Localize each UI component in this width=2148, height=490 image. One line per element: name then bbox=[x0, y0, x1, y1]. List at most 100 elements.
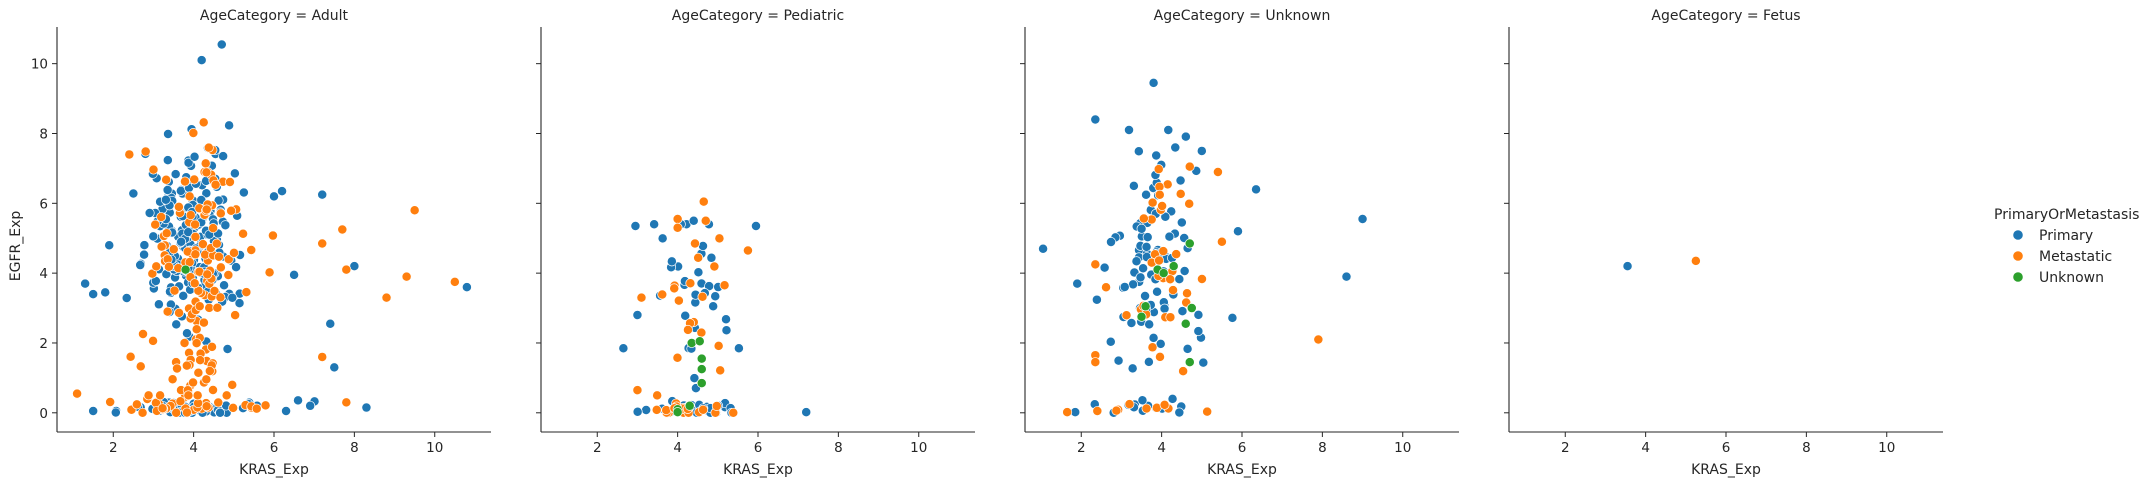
point-metastatic bbox=[189, 278, 200, 289]
legend-title: PrimaryOrMetastasis bbox=[1994, 207, 2139, 223]
y-tick-label: 4 bbox=[39, 266, 48, 282]
x-tick-label: 2 bbox=[1077, 440, 1086, 456]
point-metastatic bbox=[198, 117, 209, 128]
point-primary bbox=[144, 208, 155, 218]
point-metastatic bbox=[181, 360, 192, 371]
point-primary bbox=[1124, 125, 1134, 135]
point-primary bbox=[649, 219, 660, 230]
point-primary bbox=[128, 188, 139, 199]
point-primary bbox=[1143, 356, 1154, 367]
x-tick-label: 10 bbox=[910, 440, 927, 456]
point-primary bbox=[1142, 232, 1153, 243]
point-metastatic bbox=[1101, 282, 1112, 293]
points-unknown bbox=[1038, 77, 1368, 418]
point-metastatic bbox=[188, 128, 199, 138]
point-primary bbox=[135, 260, 146, 271]
point-primary bbox=[238, 187, 249, 198]
point-metastatic bbox=[651, 404, 662, 415]
point-primary bbox=[361, 402, 372, 413]
point-primary bbox=[277, 186, 287, 197]
point-primary bbox=[721, 314, 731, 325]
point-primary bbox=[630, 221, 641, 231]
point-metastatic bbox=[208, 223, 219, 234]
point-metastatic bbox=[191, 324, 202, 335]
point-primary bbox=[110, 407, 121, 418]
point-primary bbox=[1148, 77, 1159, 88]
point-primary bbox=[1176, 217, 1187, 228]
point-metastatic bbox=[162, 306, 173, 317]
point-primary bbox=[1174, 274, 1185, 285]
point-primary bbox=[706, 252, 717, 263]
point-metastatic bbox=[203, 142, 214, 153]
point-primary bbox=[100, 287, 111, 298]
point-primary bbox=[201, 188, 212, 199]
point-metastatic bbox=[1138, 213, 1149, 224]
point-unknown bbox=[684, 400, 695, 411]
x-tick-label: 8 bbox=[1318, 440, 1327, 456]
point-primary bbox=[1193, 309, 1204, 320]
point-metastatic bbox=[1090, 259, 1101, 270]
point-metastatic bbox=[238, 228, 249, 239]
point-primary bbox=[1175, 175, 1186, 186]
point-primary bbox=[657, 233, 668, 244]
point-metastatic bbox=[213, 397, 224, 408]
point-primary bbox=[162, 155, 173, 166]
point-metastatic bbox=[673, 295, 684, 306]
point-primary bbox=[139, 240, 150, 251]
legend-entry-primary: Primary bbox=[2012, 228, 2093, 244]
point-metastatic bbox=[72, 388, 83, 399]
point-metastatic bbox=[228, 402, 239, 413]
point-metastatic bbox=[224, 177, 235, 187]
point-metastatic bbox=[715, 365, 726, 376]
point-metastatic bbox=[693, 252, 704, 263]
point-primary bbox=[751, 221, 761, 231]
point-metastatic bbox=[190, 249, 201, 260]
point-metastatic bbox=[169, 285, 180, 296]
panel-title: AgeCategory = Unknown bbox=[1154, 8, 1331, 24]
point-primary bbox=[1167, 393, 1178, 404]
point-primary bbox=[1090, 114, 1101, 125]
point-metastatic bbox=[213, 251, 224, 262]
point-unknown bbox=[1140, 301, 1151, 312]
point-primary bbox=[1198, 357, 1209, 368]
point-metastatic bbox=[207, 341, 217, 352]
point-metastatic bbox=[171, 407, 182, 418]
point-primary bbox=[162, 185, 173, 195]
point-metastatic bbox=[183, 390, 194, 401]
y-axis-label: EGFR_Exp bbox=[8, 211, 24, 282]
point-metastatic bbox=[148, 335, 158, 346]
y-tick-label: 8 bbox=[39, 126, 48, 142]
x-tick-label: 4 bbox=[1157, 440, 1166, 456]
point-metastatic bbox=[251, 403, 262, 414]
x-axis-label: KRAS_Exp bbox=[723, 462, 793, 478]
point-primary bbox=[80, 278, 91, 289]
point-metastatic bbox=[1090, 357, 1101, 368]
x-tick-label: 10 bbox=[1394, 440, 1411, 456]
point-primary bbox=[153, 299, 164, 310]
x-tick-label: 4 bbox=[673, 440, 682, 456]
point-metastatic bbox=[168, 244, 179, 255]
point-metastatic bbox=[719, 280, 730, 291]
point-metastatic bbox=[125, 351, 136, 362]
point-metastatic bbox=[201, 401, 212, 412]
point-metastatic bbox=[381, 292, 392, 303]
legend-entry-metastatic: Metastatic bbox=[2012, 249, 2112, 265]
point-metastatic bbox=[341, 264, 352, 275]
point-metastatic bbox=[690, 238, 700, 249]
point-metastatic bbox=[195, 355, 206, 366]
point-metastatic bbox=[167, 374, 178, 385]
point-metastatic bbox=[140, 146, 151, 157]
point-primary bbox=[618, 343, 629, 354]
point-primary bbox=[1174, 407, 1185, 418]
point-primary bbox=[1140, 291, 1151, 301]
point-metastatic bbox=[1197, 274, 1207, 284]
point-metastatic bbox=[131, 399, 142, 410]
point-metastatic bbox=[1124, 399, 1135, 410]
points-pediatric bbox=[618, 196, 812, 418]
point-primary bbox=[1357, 214, 1368, 224]
point-metastatic bbox=[215, 292, 226, 303]
point-primary bbox=[88, 289, 99, 300]
point-metastatic bbox=[1178, 366, 1189, 377]
point-primary bbox=[183, 227, 194, 238]
point-primary bbox=[1159, 303, 1170, 314]
